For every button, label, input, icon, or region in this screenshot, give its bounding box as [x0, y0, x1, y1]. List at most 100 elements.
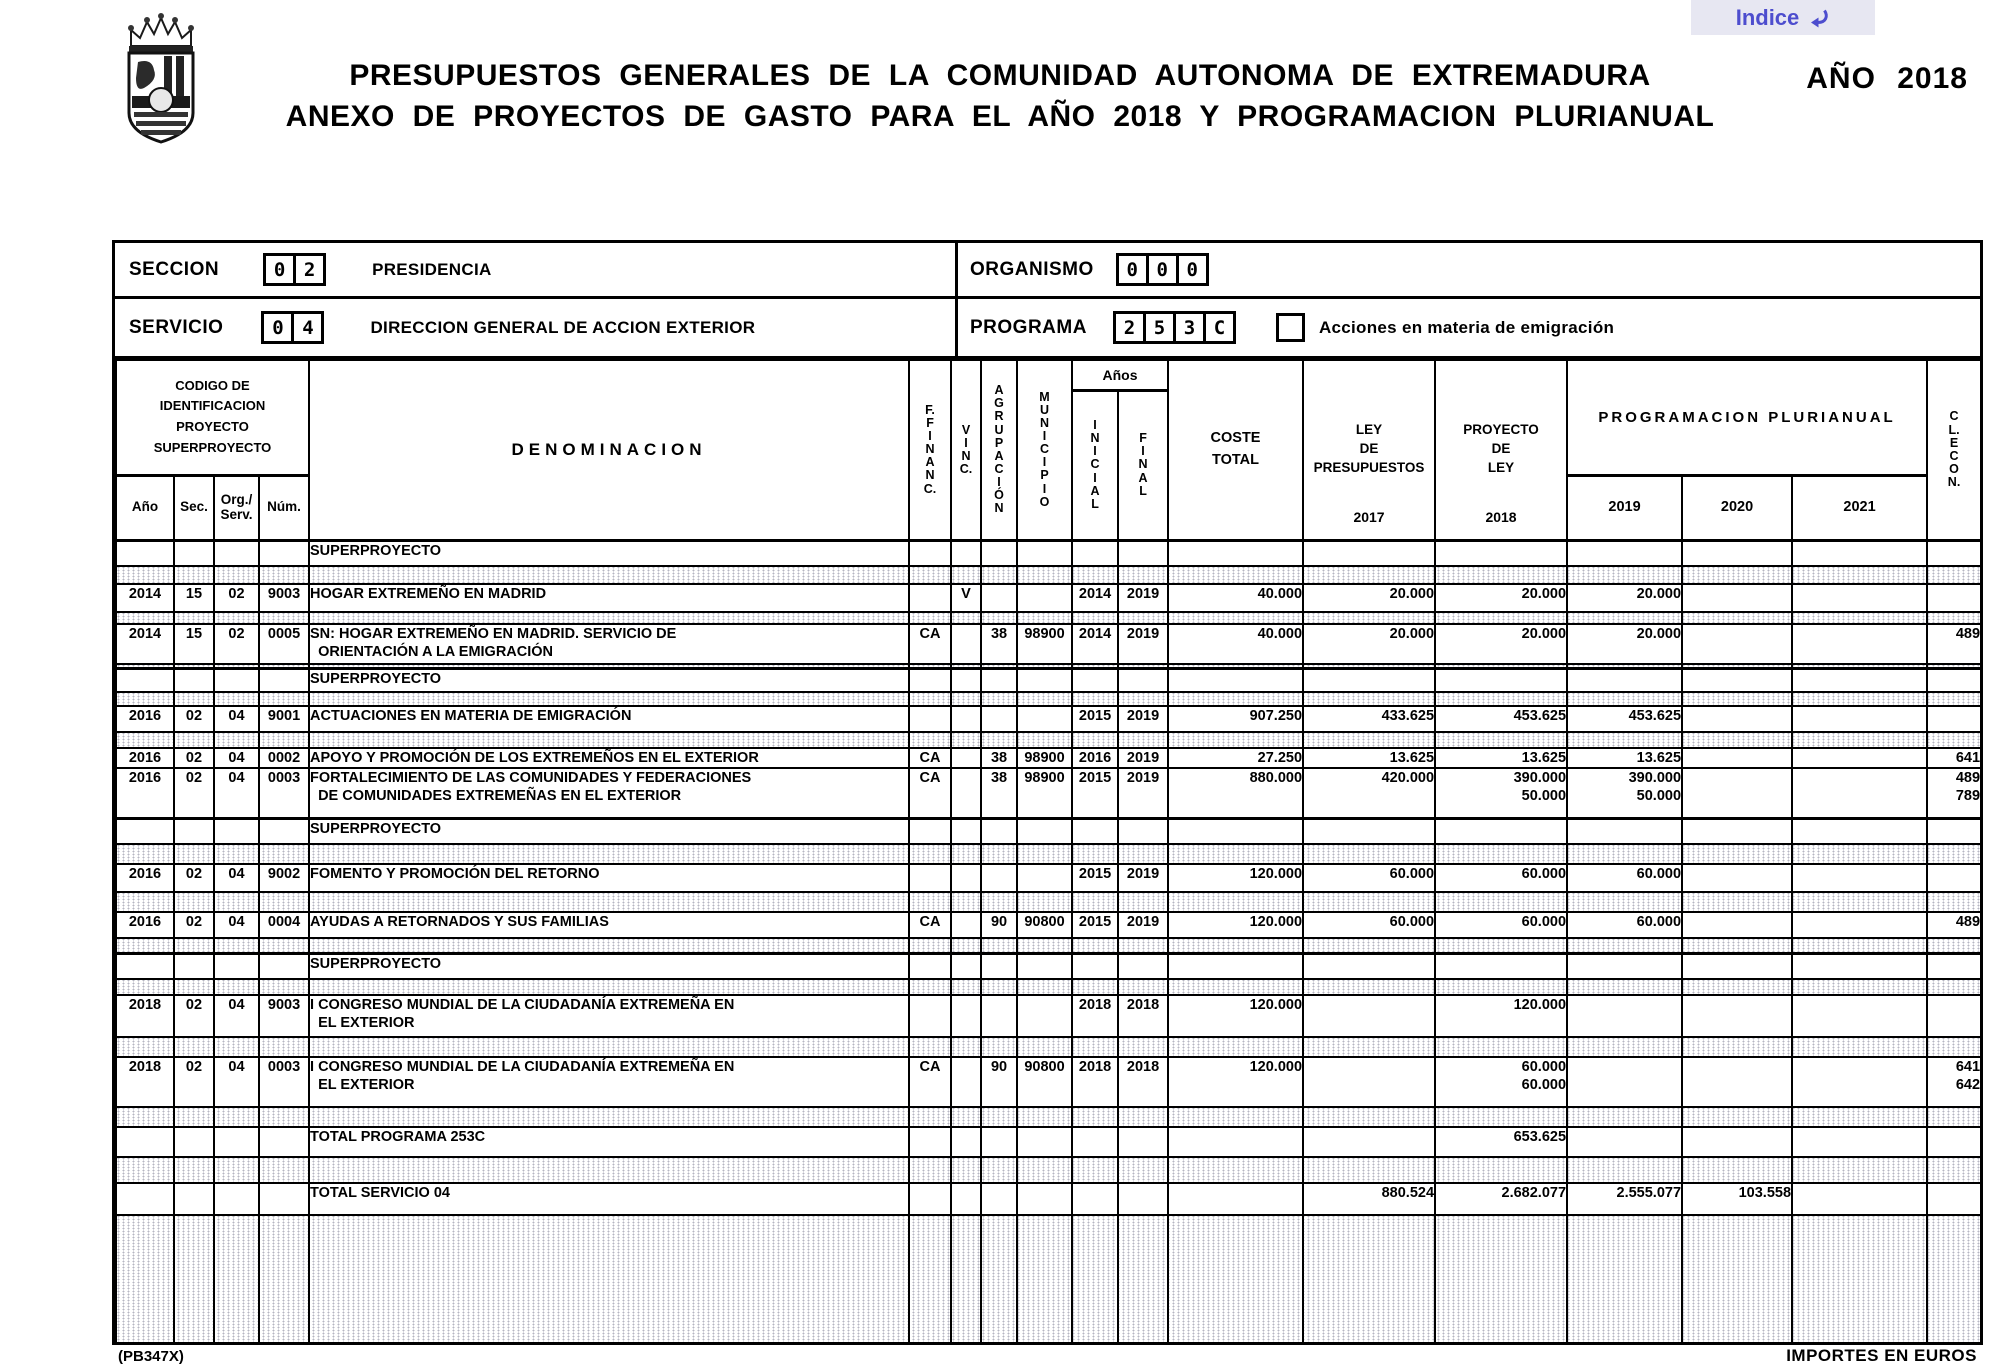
spacer-row: [115, 691, 1980, 707]
cell-ff: [908, 705, 953, 733]
cell-a20: [1681, 565, 1794, 585]
cell-den: [308, 891, 911, 914]
cell-sec: 15: [173, 583, 215, 613]
cell-anio: [115, 951, 175, 981]
header-ley-presupuestos-2017: LEY DE PRESUPUESTOS 2017: [1302, 359, 1437, 541]
seccion-name: PRESIDENCIA: [372, 259, 492, 279]
cell-ini: 2014: [1071, 623, 1120, 665]
cell-agr: 38: [980, 623, 1019, 665]
cell-a20: [1681, 731, 1794, 749]
cell-sec: 02: [173, 746, 215, 770]
cell-l17: [1302, 663, 1437, 669]
cell-den: AYUDAS A RETORNADOS Y SUS FAMILIAS: [308, 911, 911, 940]
cell-num: 0005: [257, 623, 311, 665]
cell-agr: 38: [980, 746, 1019, 770]
cell-a20: [1681, 538, 1794, 567]
cell-org: [213, 937, 260, 955]
cell-mun: [1016, 663, 1074, 669]
cell-fin: [1117, 843, 1170, 866]
cell-coste: [1167, 666, 1305, 693]
header-proyecto-ley-2018: PROYECTO DE LEY 2018: [1434, 359, 1569, 541]
spacer-row: [115, 1214, 1980, 1342]
cell-agr: [980, 863, 1019, 894]
cell-vinc: [950, 663, 983, 669]
cell-cl: 641: [1926, 746, 1980, 770]
cell-num: [257, 1106, 311, 1129]
cell-a21: [1791, 611, 1929, 625]
header-org-serv: Org./ Serv.: [213, 474, 260, 541]
cell-coste: [1167, 1106, 1305, 1129]
cell-a20: [1681, 863, 1794, 894]
table-header: CODIGO DE IDENTIFICACION PROYECTO SUPERP…: [115, 359, 1980, 541]
cell-cl: [1926, 705, 1980, 733]
cell-a19: 60.000: [1566, 911, 1684, 940]
cell-mun: [1016, 1214, 1074, 1342]
coat-of-arms: [127, 13, 195, 144]
cell-vinc: [950, 816, 983, 846]
cell-org: [213, 565, 260, 585]
cell-cl: [1926, 611, 1980, 625]
spacer-row: [115, 843, 1980, 866]
cell-a19: [1566, 565, 1684, 585]
cell-a19: [1566, 1036, 1684, 1059]
cell-coste: [1167, 663, 1305, 669]
cell-a20: [1681, 623, 1794, 665]
cell-mun: [1016, 611, 1074, 625]
cell-ini: 2016: [1071, 746, 1120, 770]
cell-vinc: [950, 843, 983, 866]
cell-coste: [1167, 891, 1305, 914]
cell-a20: [1681, 746, 1794, 770]
cell-ini: [1071, 663, 1120, 669]
spacer-row: [115, 565, 1980, 585]
cell-cl: 489: [1926, 911, 1980, 940]
cell-anio: 2016: [115, 767, 175, 820]
cell-vinc: [950, 538, 983, 567]
project-row: 2014 15 02 9003 HOGAR EXTREMEÑO EN MADRID V 20…: [115, 583, 1980, 613]
cell-den: [308, 731, 911, 749]
cell-num: [257, 951, 311, 981]
cell-org: [213, 816, 260, 846]
cell-org: [213, 691, 260, 707]
cell-num: [257, 663, 311, 669]
cell-num: 0002: [257, 746, 311, 770]
cell-l17: [1302, 538, 1437, 567]
cell-cl: [1926, 1156, 1980, 1185]
cell-fin: [1117, 691, 1170, 707]
cell-cl: [1926, 1182, 1980, 1217]
header-agrupacion: A G R U P A C I Ó N: [980, 359, 1019, 541]
cell-sec: [173, 1214, 215, 1342]
cell-mun: [1016, 891, 1074, 914]
programa-checkbox[interactable]: [1275, 313, 1305, 342]
cell-a19: [1566, 816, 1684, 846]
cell-a19: [1566, 538, 1684, 567]
project-row: 2016 02 04 0004 AYUDAS A RETORNADOS Y SUS FA…: [115, 911, 1980, 940]
cell-fin: [1117, 1214, 1170, 1342]
cell-anio: [115, 538, 175, 567]
indice-button[interactable]: Indice: [1691, 0, 1875, 35]
cell-mun: 90800: [1016, 1056, 1074, 1109]
cell-den: APOYO Y PROMOCIÓN DE LOS EXTREMEÑOS EN E…: [308, 746, 911, 770]
cell-ini: [1071, 978, 1120, 997]
cell-ff: [908, 666, 953, 693]
cell-anio: 2014: [115, 583, 175, 613]
cell-l17: [1302, 1056, 1437, 1109]
cell-coste: 880.000: [1167, 767, 1305, 820]
cell-fin: [1117, 891, 1170, 914]
cell-mun: [1016, 1126, 1074, 1159]
cell-mun: [1016, 843, 1074, 866]
cell-sec: [173, 978, 215, 997]
code-digit: 3: [1172, 311, 1206, 344]
cell-a19: [1566, 937, 1684, 955]
project-row: 2016 02 04 9001 ACTUACIONES EN MATERIA DE EM…: [115, 705, 1980, 733]
cell-num: 9003: [257, 583, 311, 613]
cell-den: [308, 1156, 911, 1185]
header-inicial: I N I C I A L: [1071, 389, 1120, 541]
cell-ff: [908, 565, 953, 585]
cell-vinc: [950, 746, 983, 770]
cell-a19: [1566, 891, 1684, 914]
cell-anio: [115, 1106, 175, 1129]
cell-ini: [1071, 731, 1120, 749]
cell-ff: CA: [908, 1056, 953, 1109]
